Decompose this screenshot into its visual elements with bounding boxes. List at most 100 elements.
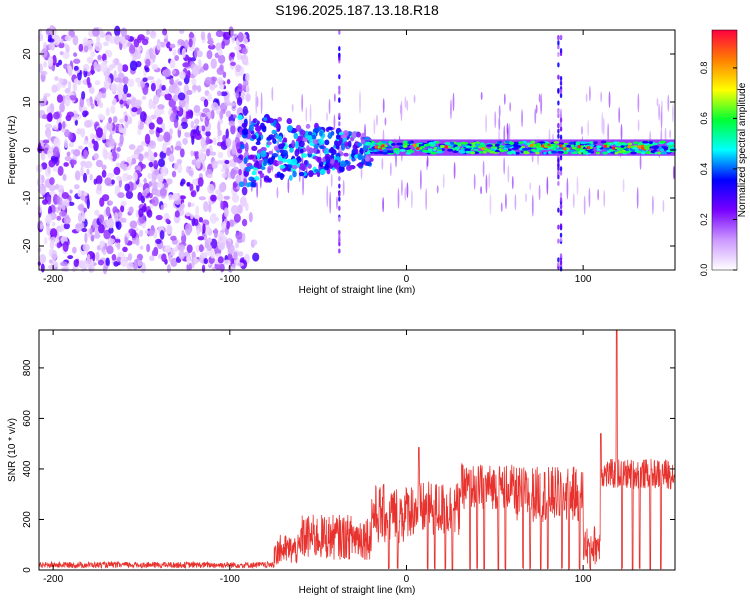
noise-blob xyxy=(198,151,206,162)
stripe-blob xyxy=(557,174,560,180)
noise-blob xyxy=(165,224,173,235)
stripe-blob xyxy=(338,248,341,254)
streak-blob xyxy=(637,119,640,132)
transition-blob xyxy=(275,133,280,140)
noise-blob xyxy=(211,160,218,169)
transition-blob xyxy=(291,139,296,148)
stripe-blob xyxy=(557,133,560,139)
noise-blob xyxy=(182,137,188,145)
noise-blob xyxy=(56,94,63,103)
streak-blob xyxy=(603,189,606,208)
noise-blob xyxy=(73,52,78,57)
noise-blob xyxy=(96,127,103,139)
noise-blob xyxy=(163,131,171,143)
band-peak xyxy=(611,146,617,150)
stripe-blob xyxy=(338,241,341,247)
noise-blob xyxy=(46,112,53,122)
noise-blob xyxy=(179,181,184,187)
noise-blob xyxy=(113,69,117,80)
noise-blob xyxy=(37,145,43,154)
noise-blob xyxy=(63,139,69,149)
transition-blob xyxy=(286,125,293,132)
band-blob xyxy=(402,145,408,148)
transition-blob xyxy=(312,147,318,154)
noise-blob xyxy=(217,232,225,243)
noise-blob xyxy=(204,76,213,85)
band-peak-halo xyxy=(384,144,388,148)
noise-blob xyxy=(95,175,103,185)
band-peak xyxy=(444,145,449,149)
noise-blob xyxy=(128,144,136,150)
streak-blob xyxy=(511,175,514,190)
noise-blob xyxy=(143,177,147,184)
streak-blob xyxy=(531,194,534,217)
noise-blob xyxy=(94,41,103,52)
transition-blob xyxy=(286,158,293,164)
noise-blob xyxy=(99,240,106,248)
transition-blob xyxy=(338,165,345,173)
streak-blob xyxy=(588,187,591,208)
transition-blob xyxy=(248,165,254,170)
streak-blob xyxy=(382,98,385,114)
noise-blob xyxy=(179,148,185,158)
streak-blob xyxy=(538,93,541,103)
noise-blob xyxy=(112,58,120,66)
spectrogram-x-label: Height of straight line (km) xyxy=(299,285,416,296)
noise-blob xyxy=(164,88,169,95)
stripe-blob xyxy=(338,29,341,35)
noise-blob xyxy=(242,80,249,87)
noise-blob xyxy=(149,30,157,39)
streak-blob xyxy=(389,162,392,177)
noise-blob xyxy=(116,82,124,93)
transition-blob xyxy=(292,170,297,178)
noise-blob xyxy=(122,163,128,172)
noise-blob xyxy=(168,154,175,163)
noise-blob xyxy=(170,257,178,268)
noise-blob xyxy=(198,196,206,201)
noise-blob xyxy=(178,249,185,260)
noise-blob xyxy=(237,83,243,91)
colorbar-gradient xyxy=(711,29,738,271)
noise-blob xyxy=(220,91,228,97)
transition-blob xyxy=(299,148,304,154)
streak-blob xyxy=(622,178,625,193)
noise-blob xyxy=(87,99,91,107)
y-tick-label: -10 xyxy=(22,190,33,205)
streak-blob xyxy=(373,118,376,135)
transition-blob xyxy=(291,158,298,166)
transition-blob xyxy=(314,168,320,173)
noise-blob xyxy=(48,184,56,192)
stripe-blob xyxy=(559,155,563,161)
noise-blob xyxy=(237,262,245,267)
streak-blob xyxy=(529,182,532,191)
noise-blob xyxy=(97,113,104,120)
streak-blob xyxy=(256,96,259,108)
streak-blob xyxy=(305,106,308,123)
noise-blob xyxy=(57,165,64,176)
noise-blob xyxy=(101,164,107,170)
transition-blob xyxy=(277,116,283,122)
noise-blob xyxy=(48,33,52,42)
band-blob xyxy=(627,142,633,146)
noise-blob xyxy=(63,244,68,251)
noise-blob xyxy=(210,109,215,120)
noise-blob xyxy=(52,124,59,130)
transition-blob xyxy=(351,131,357,139)
transition-blob xyxy=(239,144,245,150)
noise-blob xyxy=(209,151,217,156)
noise-blob xyxy=(241,232,246,243)
noise-blob xyxy=(170,235,177,241)
transition-blob xyxy=(351,157,356,162)
transition-blob xyxy=(340,143,346,151)
noise-blob xyxy=(58,42,65,49)
noise-blob xyxy=(62,120,66,129)
transition-blob xyxy=(312,139,319,145)
noise-blob xyxy=(193,214,201,219)
noise-blob xyxy=(137,129,142,136)
transition-blob xyxy=(299,163,307,171)
noise-blob xyxy=(155,214,163,221)
stripe-blob xyxy=(338,85,341,91)
stripe-blob xyxy=(338,121,341,127)
noise-blob xyxy=(131,157,137,165)
band-blob xyxy=(377,142,382,146)
